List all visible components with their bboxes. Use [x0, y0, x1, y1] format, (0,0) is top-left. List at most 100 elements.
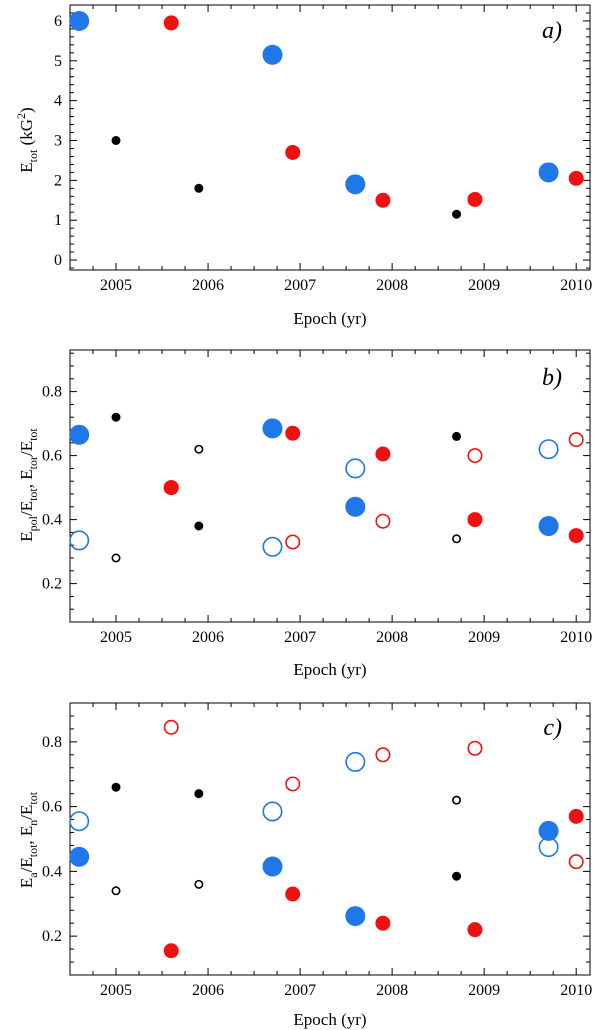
- x-tick-label: 2010: [560, 982, 592, 999]
- marker-red-filled: [568, 528, 584, 544]
- marker-black-filled: [111, 135, 121, 145]
- marker-red-filled: [285, 425, 301, 441]
- panel-b-ticks: [69, 350, 590, 623]
- marker-black-filled: [194, 789, 204, 799]
- marker-black-open: [194, 879, 204, 889]
- panel-b-label: b): [542, 365, 562, 391]
- panel-c-xlabel: Epoch (yr): [293, 1010, 366, 1029]
- marker-red-open: [467, 448, 483, 464]
- marker-black-filled: [194, 521, 204, 531]
- marker-black-open: [452, 795, 462, 805]
- marker-black-filled: [452, 431, 462, 441]
- marker-red-open: [163, 719, 179, 735]
- panel-a-ylabel: Etot (kG2): [14, 107, 40, 172]
- x-tick-label: 2008: [376, 277, 408, 294]
- y-tick-label: 0.6: [42, 448, 62, 465]
- marker-red-filled: [375, 446, 391, 462]
- marker-red-filled: [163, 480, 179, 496]
- marker-red-open: [285, 534, 301, 550]
- marker-blue-open: [345, 458, 366, 479]
- marker-black-open: [111, 553, 121, 563]
- marker-blue-filled: [538, 820, 559, 841]
- y-tick-label: 5: [54, 53, 62, 70]
- marker-blue-open: [69, 530, 90, 551]
- y-tick-label: 0.8: [42, 384, 62, 401]
- panel-a: 2005 2006 2007 2008 2009 2010 0 1 2 3 4 5 6 a) Epoch…: [14, 4, 592, 328]
- marker-red-filled: [467, 922, 483, 938]
- marker-blue-filled: [262, 44, 283, 65]
- x-tick-label: 2006: [192, 982, 224, 999]
- marker-black-filled: [452, 871, 462, 881]
- marker-black-open: [111, 886, 121, 896]
- panel-b-marks: [69, 412, 584, 563]
- x-tick-label: 2006: [192, 277, 224, 294]
- y-tick-label: 2: [54, 172, 62, 189]
- y-tick-label: 4: [54, 93, 62, 110]
- marker-blue-open: [69, 811, 90, 832]
- x-tick-label: 2006: [192, 629, 224, 646]
- marker-red-open: [568, 432, 584, 448]
- panel-b-ticklabels: 2005 2006 2007 2008 2009 2010 0.2 0.4 0.6 0.8: [42, 384, 592, 646]
- x-tick-label: 2007: [284, 982, 316, 999]
- marker-blue-filled: [69, 10, 90, 31]
- panel-c-marks: [69, 719, 584, 959]
- y-tick-label: 3: [54, 132, 62, 149]
- panel-a-ticks: [69, 4, 590, 270]
- marker-blue-filled: [345, 496, 366, 517]
- marker-red-filled: [568, 170, 584, 186]
- marker-black-filled: [111, 412, 121, 422]
- panel-c-ticks: [69, 702, 590, 976]
- marker-red-filled: [163, 15, 179, 31]
- marker-blue-filled: [262, 418, 283, 439]
- marker-red-filled: [285, 886, 301, 902]
- x-tick-label: 2009: [468, 982, 500, 999]
- marker-black-open: [194, 444, 204, 454]
- marker-black-filled: [111, 782, 121, 792]
- x-tick-label: 2010: [560, 629, 592, 646]
- marker-red-open: [467, 740, 483, 756]
- y-tick-label: 6: [54, 13, 62, 30]
- x-tick-label: 2009: [468, 277, 500, 294]
- marker-blue-open: [345, 751, 366, 772]
- x-tick-label: 2008: [376, 629, 408, 646]
- marker-red-open: [375, 513, 391, 529]
- marker-blue-open: [538, 439, 559, 460]
- marker-red-open: [163, 480, 179, 496]
- panel-b-ylabel: Epol/Etot, Etor/Etot: [17, 428, 40, 542]
- x-tick-label: 2005: [100, 982, 132, 999]
- marker-blue-filled: [69, 846, 90, 867]
- marker-red-open: [285, 776, 301, 792]
- marker-blue-filled: [345, 906, 366, 927]
- marker-blue-filled: [345, 174, 366, 195]
- y-tick-label: 1: [54, 212, 62, 229]
- marker-blue-filled: [69, 424, 90, 445]
- marker-red-open: [375, 747, 391, 763]
- panel-c-ticklabels: 2005 2006 2007 2008 2009 2010 0.2 0.4 0.6 0.8: [42, 734, 592, 999]
- marker-red-filled: [568, 808, 584, 824]
- marker-red-filled: [375, 915, 391, 931]
- y-tick-label: 0: [54, 252, 62, 269]
- panel-c-frame: [69, 702, 591, 976]
- marker-red-filled: [375, 192, 391, 208]
- x-tick-label: 2005: [100, 629, 132, 646]
- x-tick-label: 2010: [560, 277, 592, 294]
- marker-black-open: [452, 534, 462, 544]
- panel-b-xlabel: Epoch (yr): [293, 660, 366, 679]
- y-tick-label: 0.2: [42, 928, 62, 945]
- marker-blue-filled: [262, 856, 283, 877]
- y-tick-label: 0.4: [42, 512, 62, 529]
- marker-black-filled: [452, 209, 462, 219]
- marker-red-open: [568, 854, 584, 870]
- y-tick-label: 0.8: [42, 734, 62, 751]
- panel-a-marks: [69, 10, 584, 219]
- y-tick-label: 0.2: [42, 576, 62, 593]
- marker-red-filled: [163, 943, 179, 959]
- marker-red-filled: [467, 191, 483, 207]
- marker-blue-filled: [538, 162, 559, 183]
- marker-red-filled: [285, 144, 301, 160]
- panel-a-xlabel: Epoch (yr): [293, 309, 366, 328]
- marker-black-filled: [194, 183, 204, 193]
- panel-b-frame: [69, 349, 591, 623]
